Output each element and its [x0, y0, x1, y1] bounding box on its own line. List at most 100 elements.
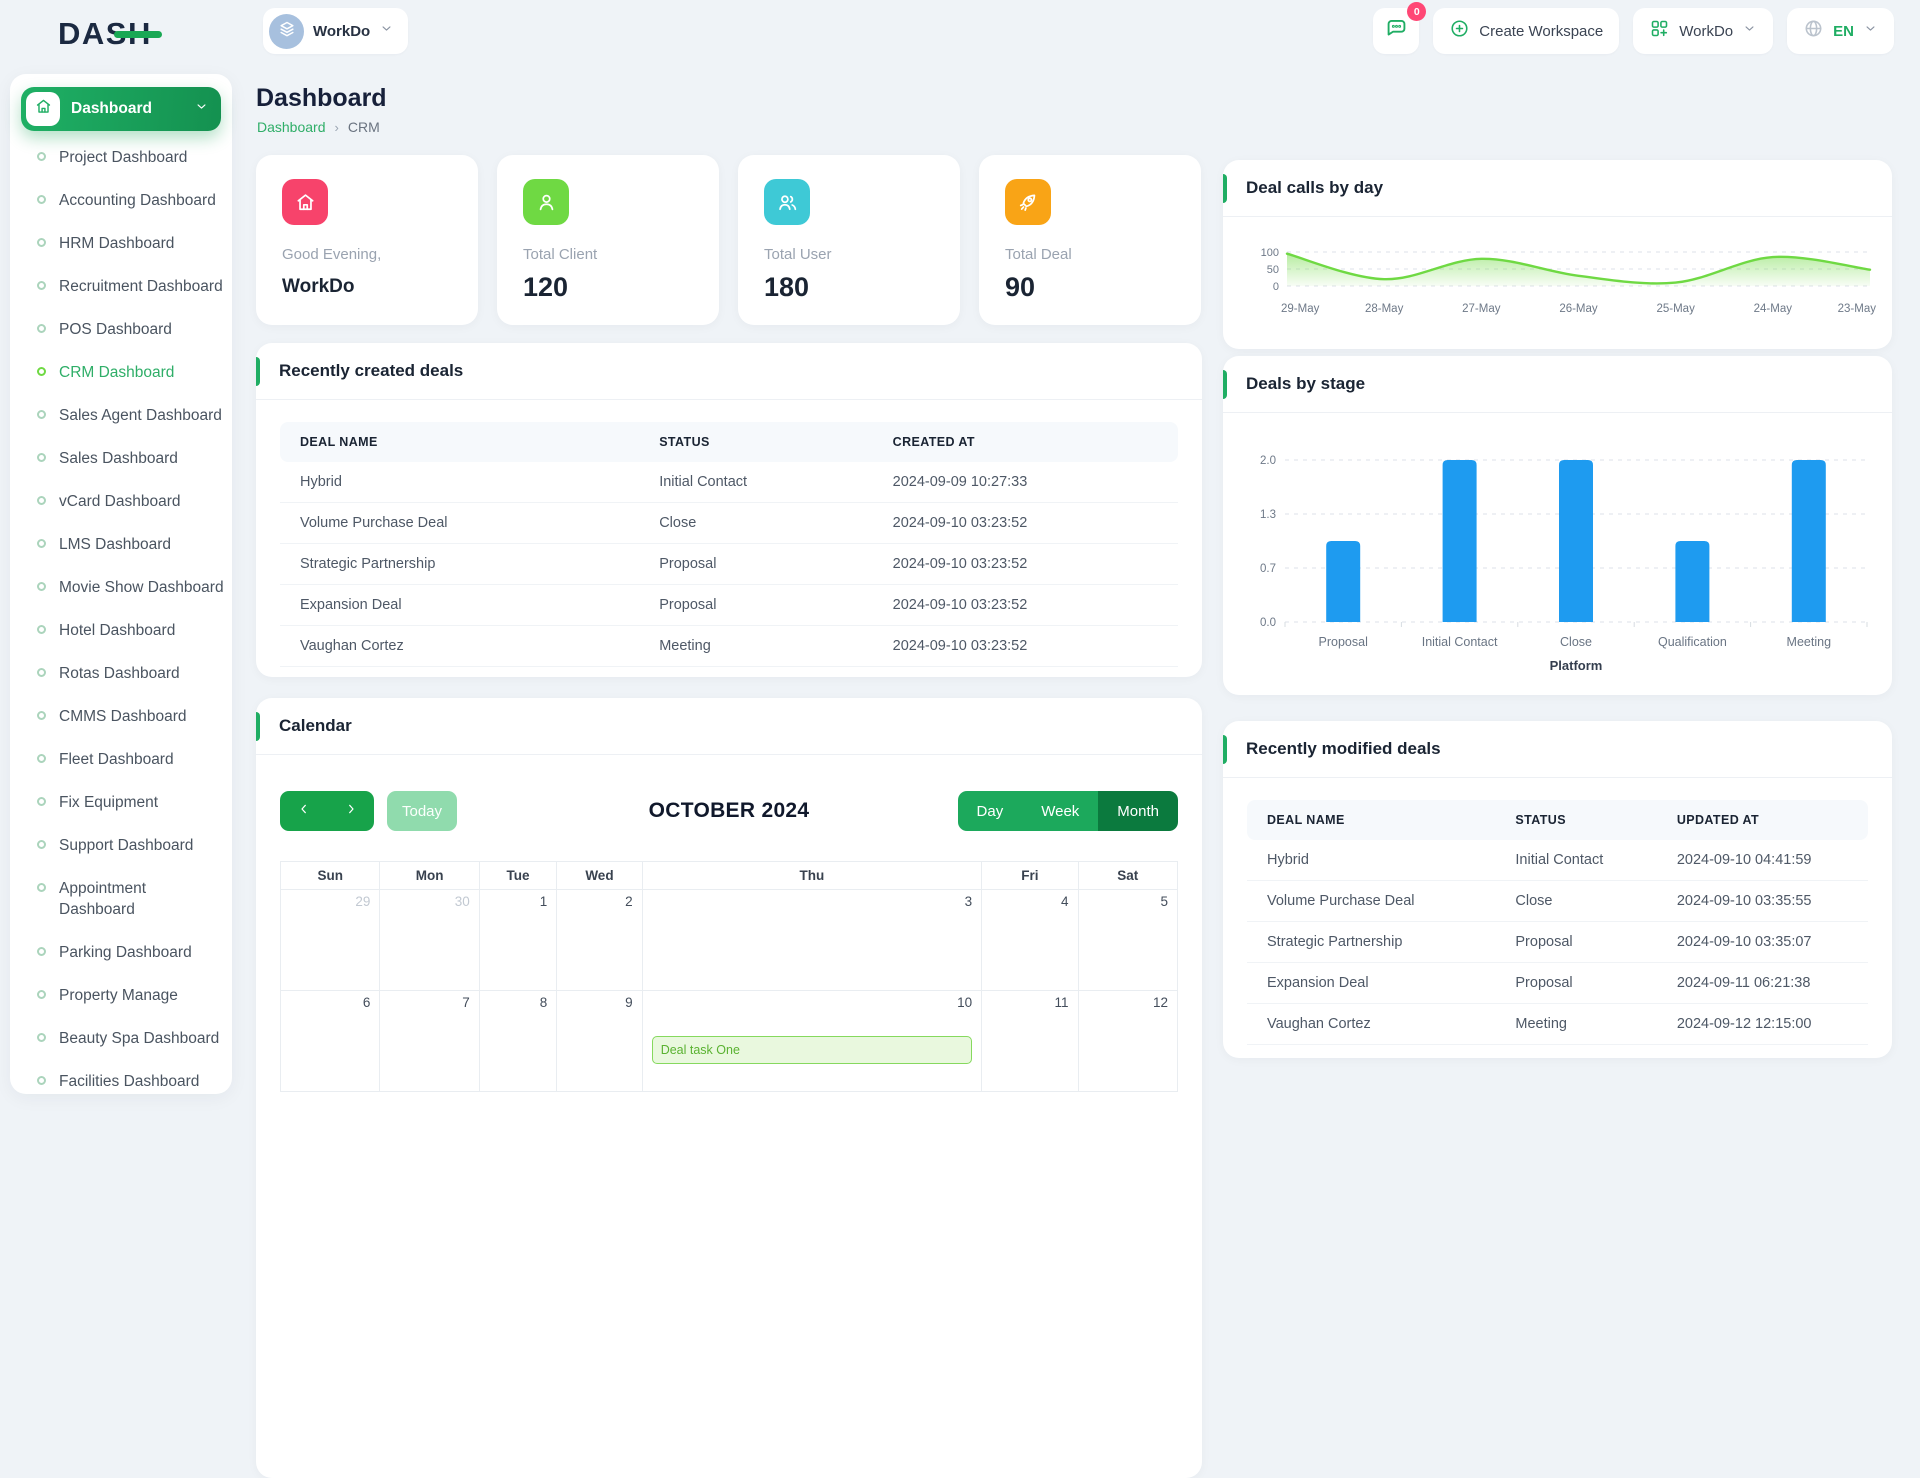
- calendar-view-week-button[interactable]: Week: [1022, 791, 1099, 831]
- table-cell: Close: [1495, 880, 1657, 922]
- calendar-body: 29 30 1 2 3 4 5 6 7 8 9 10 Deal task One 11 12: [279, 889, 1179, 1092]
- calendar-day-cell[interactable]: 1: [478, 889, 558, 991]
- sidebar-item-beauty-spa-dashboard[interactable]: Beauty Spa Dashboard: [37, 1028, 224, 1049]
- breadcrumb-link-dashboard[interactable]: Dashboard: [257, 119, 326, 135]
- sidebar-item-hotel-dashboard[interactable]: Hotel Dashboard: [37, 620, 224, 641]
- bullet-circle-icon: [37, 367, 46, 376]
- sidebar-item-fleet-dashboard[interactable]: Fleet Dashboard: [37, 749, 224, 770]
- calendar-date-number: 30: [454, 894, 470, 909]
- sidebar-item-hrm-dashboard[interactable]: HRM Dashboard: [37, 233, 224, 254]
- table-cell: Hybrid: [1247, 840, 1496, 881]
- sidebar-item-lms-dashboard[interactable]: LMS Dashboard: [37, 534, 224, 555]
- table-cell: 2024-09-10 03:23:52: [872, 625, 1178, 667]
- sidebar-item-parking-dashboard[interactable]: Parking Dashboard: [37, 942, 224, 963]
- calendar-day-cell[interactable]: 29: [279, 889, 381, 991]
- sidebar-item-movie-show-dashboard[interactable]: Movie Show Dashboard: [37, 577, 224, 598]
- bullet-circle-icon: [37, 238, 46, 247]
- calendar-view-month-button[interactable]: Month: [1098, 791, 1178, 831]
- page-title: Dashboard: [256, 84, 387, 112]
- calendar-day-cell[interactable]: 12: [1077, 990, 1179, 1092]
- app-logo[interactable]: DASH: [58, 16, 162, 52]
- sidebar-item-label: Accounting Dashboard: [59, 192, 216, 209]
- sidebar-item-label: Fix Equipment: [59, 794, 159, 811]
- calendar-day-cell[interactable]: 10 Deal task One: [641, 990, 983, 1092]
- svg-text:Initial Contact: Initial Contact: [1422, 635, 1498, 649]
- table-cell: Proposal: [639, 543, 873, 585]
- workspace-avatar: [269, 13, 304, 49]
- sidebar-item-project-dashboard[interactable]: Project Dashboard: [37, 147, 224, 168]
- bullet-circle-icon: [37, 539, 46, 548]
- calendar-day-cell[interactable]: 7: [379, 990, 480, 1092]
- calendar-view-day-button[interactable]: Day: [957, 791, 1023, 831]
- stat-value: 180: [764, 272, 810, 302]
- table-cell: Hybrid: [280, 462, 640, 503]
- svg-text:26-May: 26-May: [1559, 303, 1598, 315]
- sidebar-item-rotas-dashboard[interactable]: Rotas Dashboard: [37, 663, 224, 684]
- sidebar-item-pos-dashboard[interactable]: POS Dashboard: [37, 319, 224, 340]
- sidebar-item-appointment-dashboard[interactable]: Appointment Dashboard: [37, 878, 224, 920]
- table-cell: 2024-09-10 03:23:52: [872, 502, 1178, 544]
- stat-value: 120: [523, 272, 569, 302]
- sidebar-item-fix-equipment[interactable]: Fix Equipment: [37, 792, 224, 813]
- workspace-menu[interactable]: WorkDo: [1633, 8, 1774, 54]
- sidebar-item-accounting-dashboard[interactable]: Accounting Dashboard: [37, 190, 224, 211]
- create-workspace-button[interactable]: Create Workspace: [1433, 8, 1620, 54]
- bullet-circle-icon: [37, 582, 46, 591]
- workspace-switcher[interactable]: WorkDo: [263, 8, 409, 54]
- bullet-circle-icon: [37, 152, 46, 161]
- calendar-prev-button[interactable]: [280, 791, 327, 831]
- stat-value: 90: [1005, 272, 1036, 302]
- table-row: Vaughan Cortez Meeting 2024-09-10 03:23:52: [280, 625, 1178, 667]
- calendar-date-number: 29: [355, 894, 371, 909]
- sidebar-item-support-dashboard[interactable]: Support Dashboard: [37, 835, 224, 856]
- sidebar-item-cmms-dashboard[interactable]: CMMS Dashboard: [37, 706, 224, 727]
- table-row: Strategic Partnership Proposal 2024-09-10 …: [280, 543, 1178, 585]
- sidebar-item-recruitment-dashboard[interactable]: Recruitment Dashboard: [37, 276, 224, 297]
- stat-value: WorkDo: [282, 276, 355, 297]
- calendar-day-cell[interactable]: 11: [981, 990, 1079, 1092]
- calendar-day-cell[interactable]: 3: [641, 889, 983, 991]
- card-title: Recently modified deals: [1246, 739, 1441, 758]
- calendar-event[interactable]: Deal task One: [651, 1036, 973, 1064]
- calendar-day-cell[interactable]: 8: [478, 990, 558, 1092]
- stat-cards: Good Evening, WorkDo Total Client 120 Total …: [256, 155, 1202, 325]
- svg-text:Proposal: Proposal: [1319, 635, 1368, 649]
- sidebar-item-sales-dashboard[interactable]: Sales Dashboard: [37, 448, 224, 469]
- table-cell: 2024-09-10 03:35:55: [1656, 880, 1868, 922]
- deals-by-stage-card: Deals by stage 0.0 0.7 1.3 2.0 Proposal Initi…: [1223, 356, 1892, 695]
- deals-by-stage-bar-chart: 0.0 0.7 1.3 2.0 Proposal Initial Contact Close…: [1235, 420, 1880, 687]
- table-row: Volume Purchase Deal Close 2024-09-10 03:3…: [1247, 880, 1868, 922]
- topbar-actions: 0 Create Workspace WorkDo EN: [1373, 2, 1894, 54]
- sidebar-group-dashboard[interactable]: Dashboard: [21, 87, 221, 131]
- calendar-day-cell[interactable]: 4: [981, 889, 1079, 991]
- calendar-day-cell[interactable]: 30: [379, 889, 480, 991]
- messages-button[interactable]: 0: [1373, 2, 1427, 54]
- calendar-day-cell[interactable]: 5: [1077, 889, 1179, 991]
- calendar-grid: Sun Mon Tue Wed Thu Fri Sat 29 30 1 2 3 4 5 6 7 8 9 10 Dea…: [279, 861, 1179, 1092]
- calendar-today-button[interactable]: Today: [387, 791, 458, 831]
- sidebar-item-vcard-dashboard[interactable]: vCard Dashboard: [37, 491, 224, 512]
- calendar-day-cell[interactable]: 6: [279, 990, 381, 1092]
- sidebar-item-crm-dashboard[interactable]: CRM Dashboard: [37, 362, 224, 383]
- calendar-day-cell[interactable]: 2: [556, 889, 643, 991]
- sidebar-menu: Project Dashboard Accounting Dashboard HRM…: [10, 131, 232, 1092]
- sidebar-item-facilities-dashboard[interactable]: Facilities Dashboard: [37, 1071, 224, 1092]
- sidebar-item-sales-agent-dashboard[interactable]: Sales Agent Dashboard: [37, 405, 224, 426]
- calendar-day-header: Wed: [556, 861, 643, 890]
- calendar-day-cell[interactable]: 9: [556, 990, 643, 1092]
- sidebar-item-property-manage[interactable]: Property Manage: [37, 985, 224, 1006]
- card-header: Recently created deals: [256, 343, 1202, 400]
- sidebar-item-label: Appointment Dashboard: [59, 880, 147, 918]
- card-title: Deals by stage: [1246, 374, 1366, 393]
- svg-text:2.0: 2.0: [1260, 455, 1276, 467]
- table-cell: 2024-09-10 04:41:59: [1656, 840, 1868, 881]
- svg-text:28-May: 28-May: [1365, 303, 1404, 315]
- svg-text:Meeting: Meeting: [1787, 635, 1832, 649]
- language-selector[interactable]: EN: [1787, 8, 1894, 54]
- bullet-circle-icon: [37, 754, 46, 763]
- stat-label: Total User: [764, 246, 832, 263]
- calendar-day-header: Tue: [478, 861, 558, 890]
- calendar-next-button[interactable]: [327, 791, 374, 831]
- table-row: Hybrid Initial Contact 2024-09-09 10:27:33: [280, 462, 1178, 503]
- sidebar-item-label: Facilities Dashboard: [59, 1073, 200, 1090]
